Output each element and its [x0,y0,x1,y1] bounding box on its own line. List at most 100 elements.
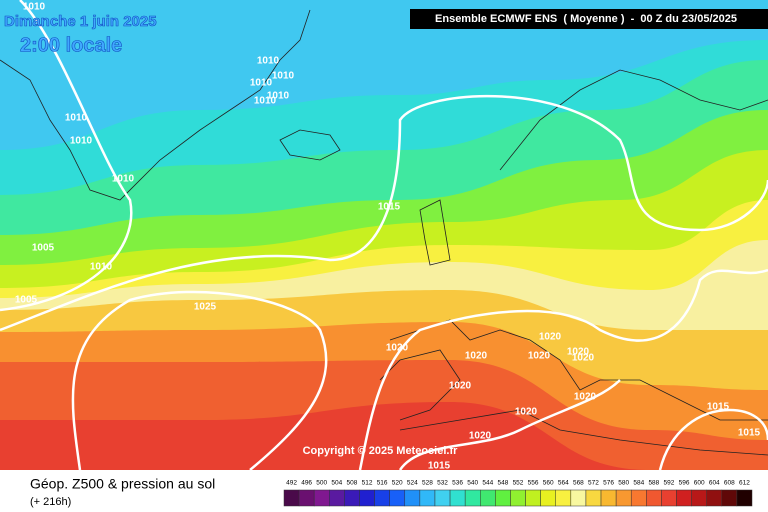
footer-title: Géop. Z500 & pression au sol [30,476,215,492]
scale-label: 516 [377,480,388,487]
isobar-label: 1020 [465,351,488,362]
color-swatch [359,489,375,507]
scale-label: 612 [739,480,750,487]
isobar-label: 1010 [23,2,46,13]
isobar-label: 1010 [257,56,280,67]
color-swatch [298,489,315,507]
scale-label: 604 [709,480,720,487]
coastline [399,409,768,456]
color-swatch [329,489,345,507]
model-run: Ensemble ECMWF ENS ( Moyenne ) - 00 Z du… [435,13,737,25]
color-swatch [721,489,738,507]
band [0,402,768,470]
color-swatch [736,489,753,507]
color-swatch [313,489,330,507]
isobar-label: 1025 [194,302,217,313]
coastline [499,69,768,171]
isobar-label: 1010 [112,174,135,185]
isobar-label: 1020 [539,332,562,343]
scale-label: 584 [633,480,644,487]
color-swatch [449,489,466,507]
color-swatch [585,489,602,507]
color-swatch [676,489,692,507]
isobar-label: 1020 [449,381,472,392]
color-swatch [525,489,541,507]
scale-label: 600 [694,480,705,487]
scale-label: 524 [407,480,418,487]
isobar-label: 1020 [528,351,551,362]
isobar-labels: 1010101010101010101010101010101010101005… [15,2,761,472]
scale-label: 512 [362,480,373,487]
scale-label: 564 [558,480,569,487]
color-swatch [434,489,451,507]
color-swatch [480,489,496,507]
color-swatch [691,489,707,507]
scale-label: 572 [588,480,599,487]
scale-label: 504 [331,480,342,487]
scale-label: 532 [437,480,448,487]
color-swatch [344,489,360,507]
color-scale: 492 496 500 504 508 512 516 520 524 528 532 536 540 5… [283,480,753,507]
color-swatch [570,489,587,507]
scale-label: 592 [664,480,675,487]
isobar-label: 1020 [515,407,538,418]
color-swatch [464,489,481,507]
isobar-label: 1010 [272,71,295,82]
isobar-label: 1005 [15,295,38,306]
coastline [0,9,311,201]
isobar [0,94,768,332]
isobar-label: 1020 [386,343,409,354]
scale-label: 492 [286,480,297,487]
coastline [419,199,451,266]
isobar [358,268,768,471]
date: Dimanche 1 juin 2025 [4,13,157,30]
scale-label: 596 [679,480,690,487]
isobar-label: 1010 [267,91,290,102]
geopotential-bands [0,40,768,470]
color-swatch [630,489,647,507]
scale-label: 568 [573,480,584,487]
scale-label: 548 [497,480,508,487]
color-swatch [283,489,300,507]
color-swatch [646,489,662,507]
color-swatch [374,489,390,507]
scale-label: 528 [422,480,433,487]
isobar [0,0,133,312]
isobar-label: 1010 [70,136,93,147]
local-time: 2:00 locale [20,34,122,56]
scale-label: 576 [603,480,614,487]
copyright: Copyright © 2025 Meteociel.fr [303,445,459,457]
scale-label: 520 [392,480,403,487]
footer-lead: (+ 216h) [30,496,71,508]
scale-label: 588 [648,480,659,487]
isobar-label: 1015 [738,428,761,439]
scale-label: 544 [482,480,493,487]
isobar-label: 1020 [572,353,595,364]
scale-label: 608 [724,480,735,487]
scale-label: 560 [543,480,554,487]
header-box [410,9,768,29]
isobar [71,290,328,471]
color-swatch [419,489,436,507]
scale-label: 500 [316,480,327,487]
color-swatch [600,489,617,507]
isobars [0,0,768,471]
isobar [398,379,621,471]
scale-label: 580 [618,480,629,487]
color-swatch [661,489,677,507]
coastline [279,129,341,161]
color-swatch [540,489,556,507]
isobar-label: 1010 [254,96,277,107]
scale-label: 556 [528,480,539,487]
isobar-label: 1015 [707,402,730,413]
scale-label: 496 [301,480,312,487]
isobar-label: 1010 [90,262,113,273]
color-swatch [389,489,406,507]
scale-label: 536 [452,480,463,487]
color-swatch [615,489,632,507]
scale-label: 552 [513,480,524,487]
isobar-label: 1010 [250,78,273,89]
isobar-label: 1020 [567,347,590,358]
color-swatch [404,489,421,507]
